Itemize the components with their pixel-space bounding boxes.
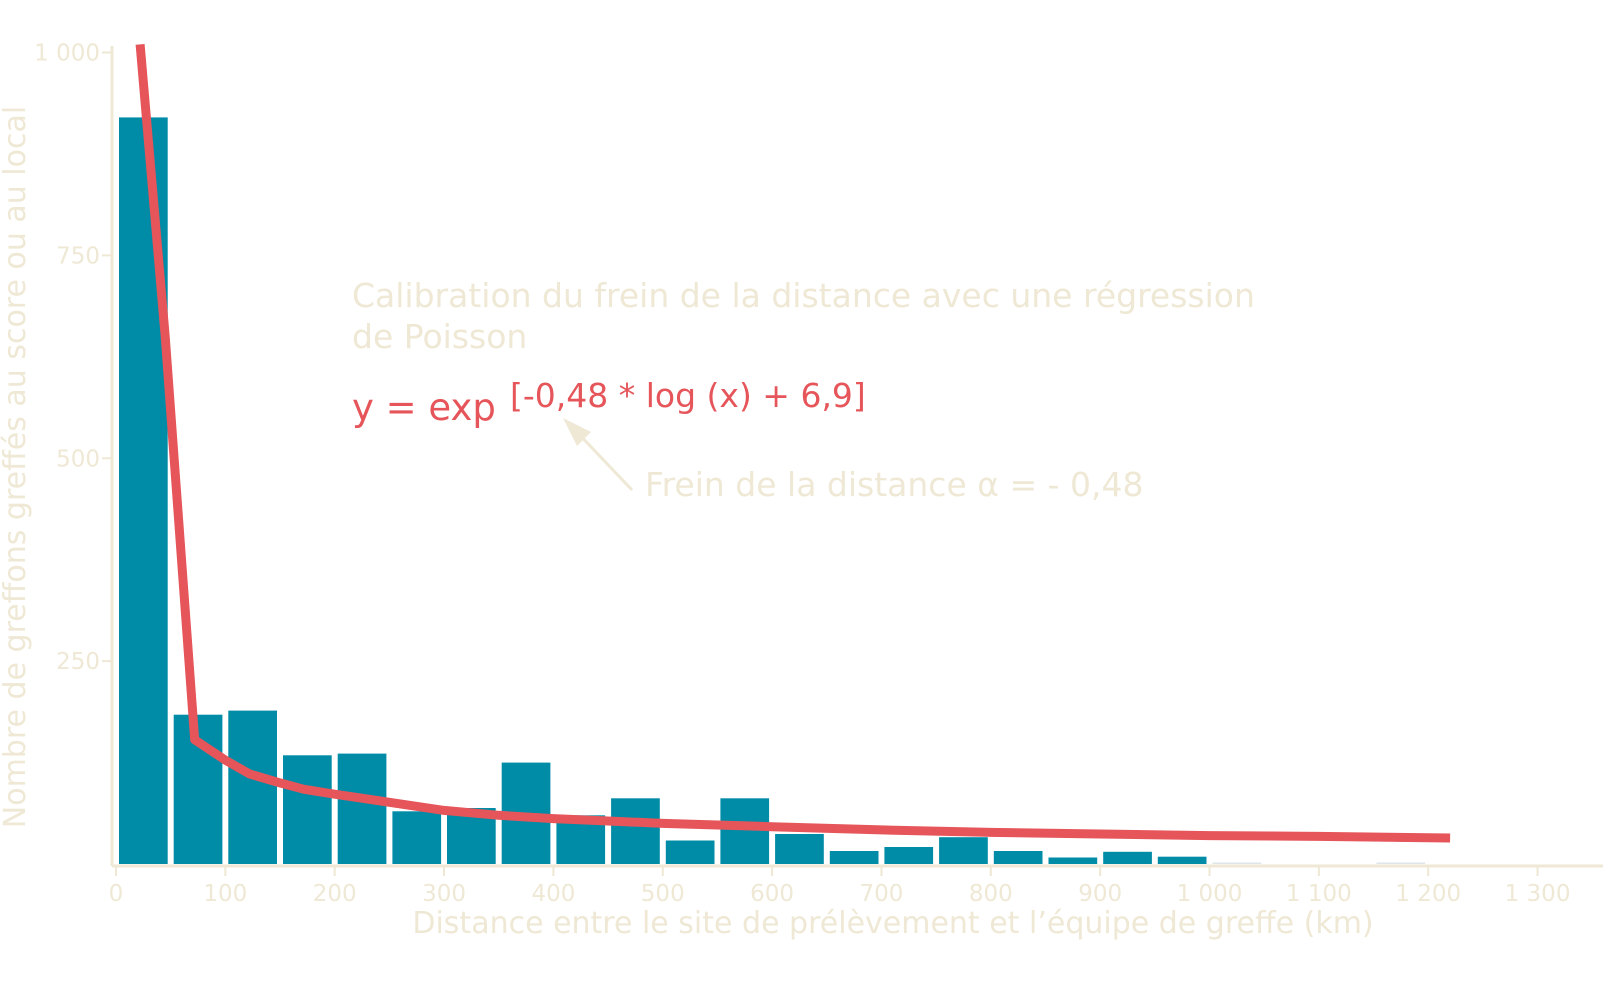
x-tick-label: 1 300 <box>1505 881 1571 907</box>
alpha-arrow-shaft <box>573 428 634 492</box>
y-axis-title: Nombre de greffons greffés au score ou a… <box>0 106 33 828</box>
x-tick-label: 500 <box>641 881 685 907</box>
histogram-bar <box>1103 851 1152 864</box>
x-tick-label: 900 <box>1078 881 1122 907</box>
histogram-bar <box>720 798 770 864</box>
x-tick-label: 100 <box>203 881 247 907</box>
x-axis-ticks: 0 100 200 300 400 500 600 700 800 900 1 000 1 100 1 … <box>109 866 1571 907</box>
histogram-bar <box>283 755 332 864</box>
x-tick-label: 700 <box>859 881 903 907</box>
x-tick-label: 800 <box>969 881 1013 907</box>
histogram-bar <box>1212 862 1262 864</box>
y-tick-label: 1 000 <box>34 41 100 67</box>
x-tick-label: 1 200 <box>1395 881 1461 907</box>
histogram-bar <box>1157 856 1207 864</box>
x-tick-label: 0 <box>109 881 124 907</box>
poisson-fit-curve <box>135 44 1451 843</box>
histogram-bar <box>337 753 387 864</box>
annotation-title-line1: Calibration du frein de la distance avec… <box>352 276 1255 315</box>
alpha-arrow-head <box>563 418 591 446</box>
y-tick-label: 500 <box>56 446 100 472</box>
x-axis-title: Distance entre le site de prélèvement et… <box>412 906 1373 941</box>
x-tick-label: 200 <box>313 881 357 907</box>
histogram-bar <box>775 834 824 864</box>
histogram-bar <box>1376 862 1426 864</box>
equation-exponent: [-0,48 * log (x) + 6,9] <box>510 376 866 415</box>
x-tick-label: 1 000 <box>1177 881 1243 907</box>
histogram-bar <box>611 798 660 864</box>
x-tick-label: 1 100 <box>1286 881 1352 907</box>
equation-base: y = exp <box>352 386 496 429</box>
histogram-bar <box>1048 857 1098 864</box>
histogram-bar <box>829 851 879 864</box>
histogram-bar <box>392 811 442 864</box>
y-tick-label: 250 <box>56 649 100 675</box>
y-axis-ticks: 250 500 750 1 000 <box>34 41 112 675</box>
x-tick-label: 400 <box>531 881 575 907</box>
histogram-bar <box>228 710 277 864</box>
x-tick-label: 600 <box>750 881 794 907</box>
histogram-bar <box>993 851 1043 864</box>
histogram-bar <box>884 847 934 864</box>
histogram-bar <box>665 840 715 864</box>
alpha-annotation: Frein de la distance α = - 0,48 <box>645 465 1144 504</box>
histogram-bar <box>939 837 988 864</box>
x-tick-label: 300 <box>422 881 466 907</box>
annotation-title-line2: de Poisson <box>352 317 527 356</box>
y-tick-label: 750 <box>56 243 100 269</box>
